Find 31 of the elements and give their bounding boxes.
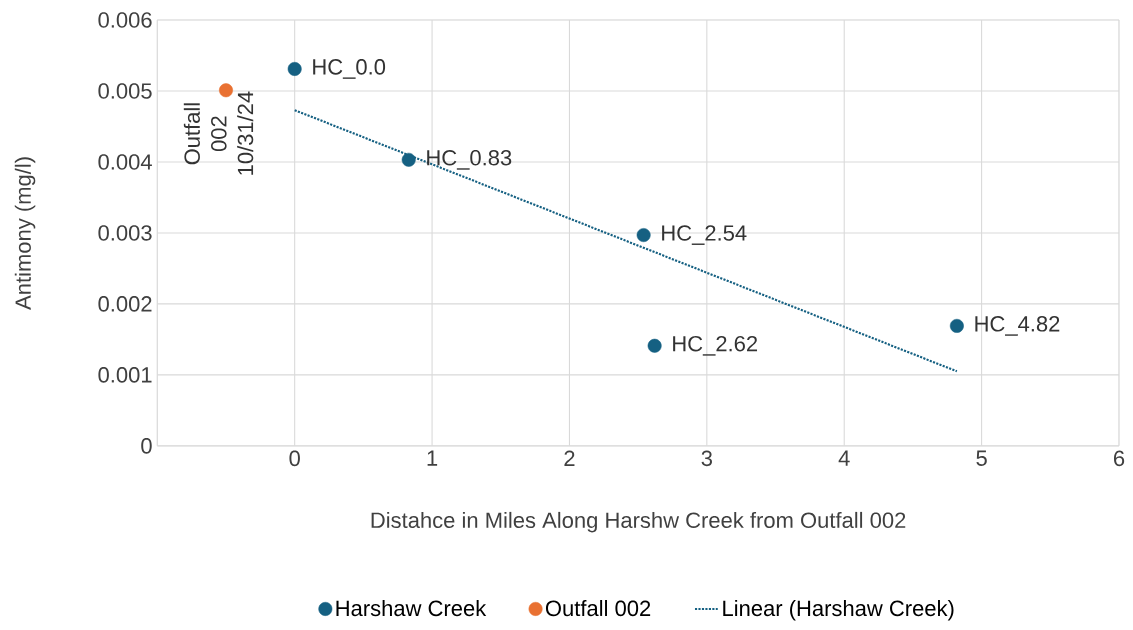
- annotation: HC_0.0: [313, 58, 386, 79]
- annotation: HC_2.62: [673, 335, 758, 356]
- y-tick-label: 0.005: [98, 82, 152, 99]
- x-tick-label: 5: [976, 450, 987, 466]
- point: [636, 227, 651, 242]
- point: [401, 152, 416, 167]
- y-tick-label: 0.004: [98, 153, 152, 170]
- y-tick-label: 0: [141, 437, 152, 454]
- y-tick-label: 0.002: [98, 295, 152, 312]
- x-tick-label: 1: [427, 450, 438, 466]
- y-axis-title: Antimony (mg/l): [14, 157, 36, 310]
- y-tick-label: 0.003: [98, 224, 152, 241]
- y-tick-label: 0.001: [98, 366, 152, 383]
- annotation: HC_4.82: [975, 315, 1060, 336]
- point: [219, 83, 233, 97]
- x-tick-label: 0: [289, 450, 300, 466]
- annotation: HC_2.54: [662, 224, 747, 245]
- legend-label: Harshaw Creek: [336, 599, 487, 616]
- x-tick-label: 3: [701, 450, 712, 466]
- annotation: HC_0.83: [427, 149, 512, 170]
- point: [949, 318, 964, 333]
- x-tick-label: 6: [1113, 450, 1125, 466]
- point: [647, 338, 662, 353]
- legend-label: Linear (Harshaw Creek): [723, 599, 954, 621]
- annotation: Outfall 002 10/31/24: [183, 91, 254, 175]
- x-tick-label: 4: [838, 450, 850, 466]
- point: [287, 61, 302, 76]
- x-tick-label: 2: [564, 450, 575, 466]
- legend-label: Outfall 002: [545, 599, 651, 616]
- x-axis-title: Distahce in Miles Along Harshw Creek from Outfall 002: [371, 511, 906, 533]
- y-tick-label: 0.006: [98, 11, 152, 28]
